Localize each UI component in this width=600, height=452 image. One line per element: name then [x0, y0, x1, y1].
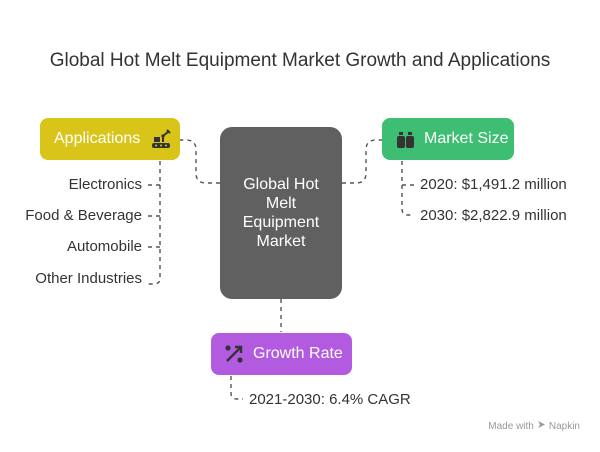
conveyor-robot-icon	[150, 128, 172, 150]
growth-rate-label: Growth Rate	[253, 345, 343, 362]
list-item: 2020: $1,491.2 million	[420, 176, 567, 193]
growth-rate-pill: Growth Rate	[211, 333, 352, 375]
center-line: Market	[256, 233, 306, 250]
list-item: Electronics	[68, 176, 142, 193]
market-size-label: Market Size	[424, 130, 509, 147]
bag-icon	[394, 128, 416, 150]
list-item: Other Industries	[35, 270, 142, 287]
center-line: Global Hot	[243, 176, 319, 193]
center-line: Equipment	[242, 214, 320, 231]
market-size-pill: Market Size	[382, 118, 514, 160]
list-item: Food & Beverage	[25, 207, 142, 224]
napkin-logo-icon	[537, 420, 546, 432]
list-item: 2030: $2,822.9 million	[420, 207, 567, 224]
list-item: 2021-2030: 6.4% CAGR	[249, 391, 411, 408]
central-topic-box: Global Hot Melt Equipment Market	[220, 127, 342, 299]
list-item: Automobile	[66, 238, 142, 255]
center-line: Melt	[265, 195, 297, 212]
applications-pill: Applications	[40, 118, 180, 160]
footer-text: Made with	[488, 420, 534, 432]
napkin-watermark: Made with Napkin	[488, 420, 580, 432]
percent-arrow-icon	[223, 343, 245, 365]
diagram-title: Global Hot Melt Equipment Market Growth …	[49, 50, 551, 71]
applications-label: Applications	[54, 130, 141, 147]
footer-brand: Napkin	[548, 420, 580, 432]
